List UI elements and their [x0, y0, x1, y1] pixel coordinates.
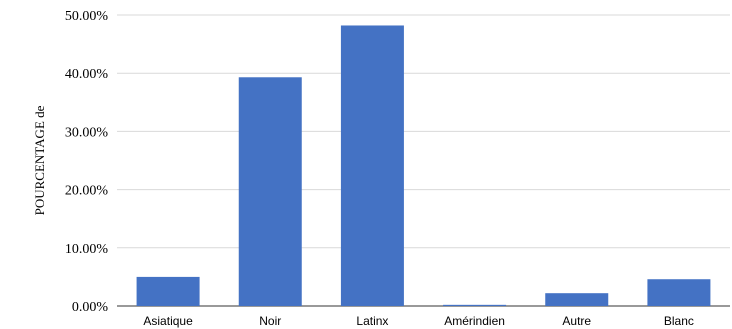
- x-category-label: Noir: [259, 314, 281, 328]
- bar-amérindien: [443, 304, 507, 306]
- bar-asiatique: [136, 276, 200, 306]
- y-tick-label: 10.00%: [65, 242, 109, 257]
- grid-lines: [117, 14, 730, 307]
- y-tick-labels: 0.00% 10.00% 20.00% 30.00% 40.00% 50.00%: [65, 9, 109, 315]
- y-axis-title: POURCENTAGE de: [32, 105, 47, 215]
- y-tick-label: 0.00%: [72, 300, 109, 315]
- y-tick-label: 40.00%: [65, 67, 109, 82]
- bar-latinx: [340, 25, 404, 306]
- bar-noir: [238, 77, 302, 306]
- bar-blanc: [647, 279, 711, 306]
- x-category-label: Latinx: [356, 314, 388, 328]
- y-tick-label: 30.00%: [65, 125, 109, 140]
- x-category-labels: Asiatique Noir Latinx Amérindien Autre Blanc: [143, 314, 694, 328]
- y-tick-label: 20.00%: [65, 184, 109, 199]
- x-category-label: Amérindien: [444, 314, 505, 328]
- x-category-label: Blanc: [664, 314, 694, 328]
- x-category-label: Autre: [562, 314, 591, 328]
- x-category-label: Asiatique: [143, 314, 193, 328]
- y-tick-label: 50.00%: [65, 9, 109, 24]
- bars: [136, 25, 711, 306]
- bar-autre: [545, 293, 609, 306]
